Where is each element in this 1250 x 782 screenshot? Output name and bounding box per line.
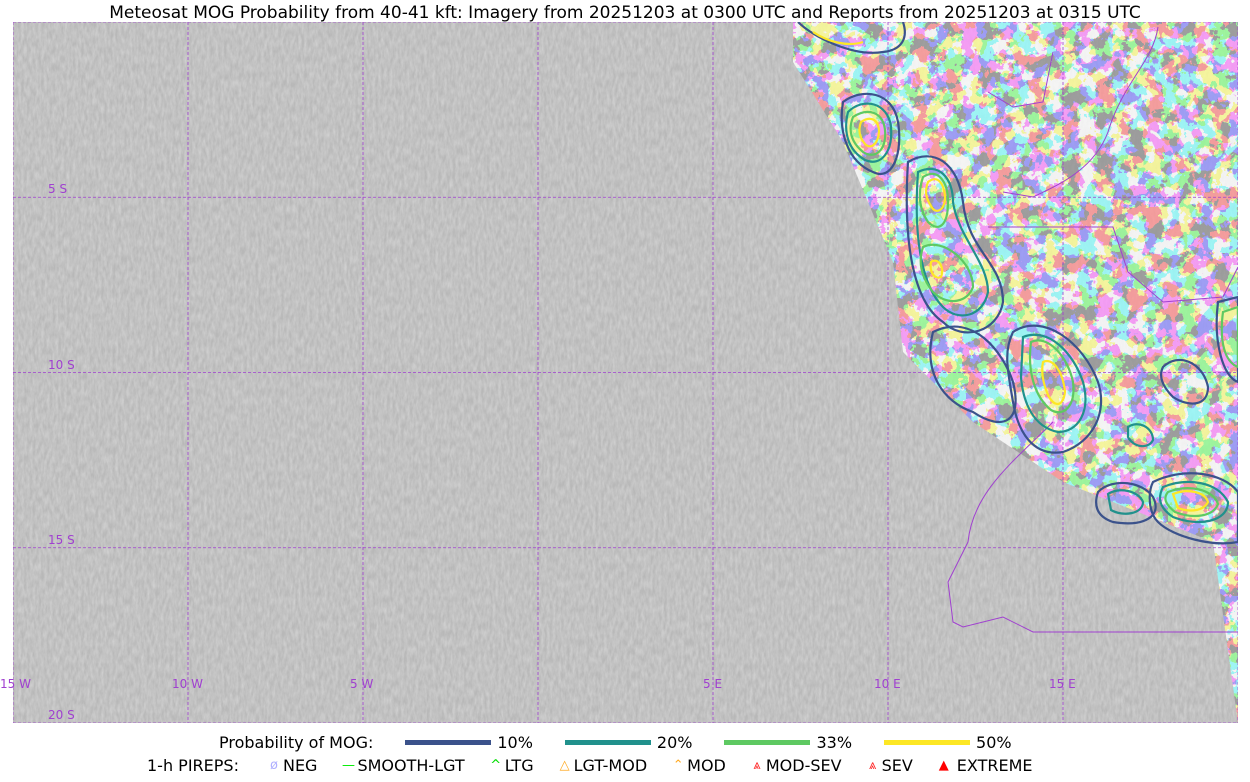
- neg-circle-icon: ø: [269, 758, 278, 773]
- legend-label: 33%: [816, 733, 853, 752]
- pirep-legend-title: 1-h PIREPS:: [147, 756, 239, 775]
- coastlines-borders: [947, 26, 1239, 633]
- legend-line-20: [564, 740, 651, 745]
- legend-label: SEV: [881, 756, 913, 775]
- legend-line-50: [884, 740, 971, 745]
- lon-label: 10 E: [874, 677, 901, 691]
- lat-label: 10 S: [48, 358, 75, 372]
- map-svg: [12, 21, 1240, 724]
- legend-label: 50%: [976, 733, 1012, 752]
- legend-label: LTG: [504, 756, 534, 775]
- lat-label: 20 S: [48, 708, 75, 722]
- lat-label: 15 S: [48, 533, 75, 547]
- legend-label: EXTREME: [956, 756, 1033, 775]
- double-caret-bar-icon: ⩓: [753, 758, 761, 773]
- chart-title: Meteosat MOG Probability from 40-41 kft:…: [109, 3, 1141, 23]
- legend-label: 20%: [656, 733, 693, 752]
- legend-label: MOD: [687, 756, 726, 775]
- legend-label: LGT-MOD: [573, 756, 648, 775]
- lon-label: 15 E: [1049, 677, 1076, 691]
- mog-contours: [797, 21, 1240, 545]
- triangle-bar-icon: △: [559, 758, 570, 773]
- pirep-legend: 1-h PIREPS: ø NEG — SMOOTH-LGT ^ LTG △ LGT-M…: [0, 756, 1250, 775]
- legend-label: NEG: [282, 756, 318, 775]
- lon-label: 10 W: [172, 677, 203, 691]
- line-icon: —: [341, 758, 355, 773]
- legend-label: 10%: [497, 733, 533, 752]
- satellite-map: 15 W 10 W 5 W 5 E 10 E 15 E 5 S 10 S 15 …: [0, 21, 1240, 724]
- lon-label: 5 W: [350, 677, 374, 691]
- legend-label: SMOOTH-LGT: [357, 756, 465, 775]
- lon-label: 5 E: [703, 677, 723, 691]
- double-caret-icon: ⩓: [868, 758, 877, 773]
- legend-line-10: [405, 740, 492, 745]
- caret-bar-icon: ⌃: [672, 758, 684, 773]
- legend-line-33: [724, 740, 811, 745]
- legend-label: MOD-SEV: [765, 756, 842, 775]
- lat-label: 5 S: [48, 182, 68, 196]
- filled-triangle-icon: ▲: [938, 758, 949, 773]
- caret-icon: ^: [490, 758, 502, 773]
- probability-legend-title: Probability of MOG:: [219, 733, 374, 752]
- probability-legend: Probability of MOG: 10% 20% 33% 50%: [0, 733, 1250, 752]
- lon-label: 15 W: [0, 677, 31, 691]
